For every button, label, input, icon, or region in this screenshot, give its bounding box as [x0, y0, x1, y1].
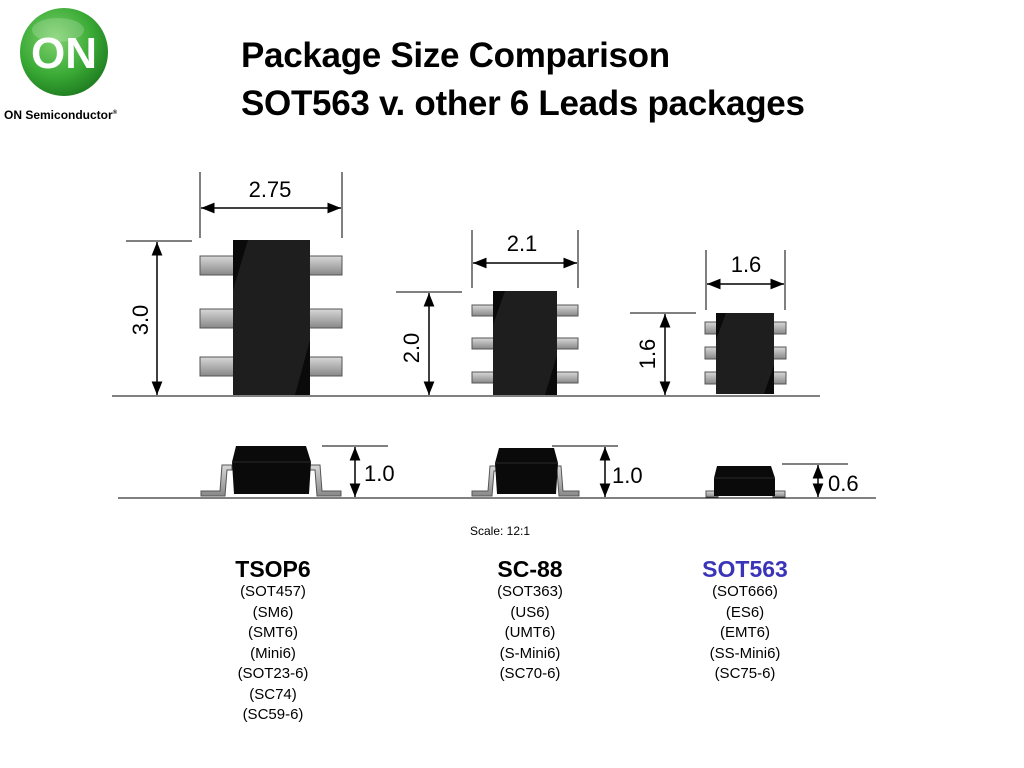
package-alias: (SOT666) — [712, 583, 778, 600]
package-alias: (SC74) — [249, 685, 297, 703]
package-alias: (SMT6) — [248, 624, 298, 641]
package-alias: (SOT457) — [240, 583, 306, 600]
package-alias: (EMT6) — [720, 624, 770, 641]
sot563-width-label: 1.6 — [731, 252, 762, 277]
logo-text: ON — [31, 29, 97, 78]
sot563-length-label: 1.6 — [635, 339, 660, 370]
sot563-top-view — [704, 313, 787, 394]
package-sot563: SOT563 (SOT666) (ES6) (EMT6) (SS-Mini6) … — [645, 556, 845, 685]
package-alias: (SM6) — [252, 603, 294, 621]
package-alias: (US6) — [510, 603, 550, 621]
tsop6-length-label: 3.0 — [128, 305, 153, 336]
package-alias: (UMT6) — [504, 624, 556, 641]
package-alias: (ES6) — [725, 603, 765, 621]
on-semi-logo: ON — [20, 8, 108, 96]
registered-mark: ® — [112, 110, 118, 116]
tsop6-side-view — [200, 446, 342, 497]
tsop6-width-label: 2.75 — [249, 177, 292, 202]
sc88-side-view — [471, 448, 580, 497]
package-alias: (SC70-6) — [499, 665, 561, 682]
sc88-width-label: 2.1 — [507, 231, 538, 256]
sot563-side-view — [705, 466, 786, 498]
sc88-height-label: 1.0 — [612, 463, 643, 488]
package-alias: (SC59-6) — [242, 706, 304, 723]
page-subtitle: SOT563 v. other 6 Leads packages — [241, 84, 805, 123]
package-name-highlighted: SOT563 — [702, 556, 788, 582]
package-tsop6: TSOP6 (SOT457) (SM6) (SMT6) (Mini6) (SOT… — [173, 556, 373, 726]
company-name-text: ON Semiconductor — [4, 108, 113, 122]
package-alias: (SC75-6) — [714, 665, 776, 682]
package-alias: (SS-Mini6) — [709, 644, 781, 662]
package-name: TSOP6 — [235, 556, 311, 582]
package-alias: (Mini6) — [250, 644, 296, 662]
page-title: Package Size Comparison — [241, 36, 670, 75]
package-name: SC-88 — [497, 556, 563, 582]
tsop6-top-view — [199, 240, 343, 395]
package-sc88: SC-88 (SOT363) (US6) (UMT6) (S-Mini6) (S… — [430, 556, 630, 685]
scale-label: Scale: 12:1 — [470, 524, 531, 538]
package-alias: (S-Mini6) — [499, 644, 561, 662]
tsop6-height-label: 1.0 — [364, 461, 395, 486]
company-name: ON Semiconductor® — [4, 108, 117, 122]
sc88-top-view — [471, 291, 579, 395]
sc88-length-label: 2.0 — [399, 333, 424, 364]
package-alias: (SOT23-6) — [237, 665, 309, 682]
package-alias: (SOT363) — [497, 583, 563, 600]
sot563-height-label: 0.6 — [828, 471, 859, 496]
